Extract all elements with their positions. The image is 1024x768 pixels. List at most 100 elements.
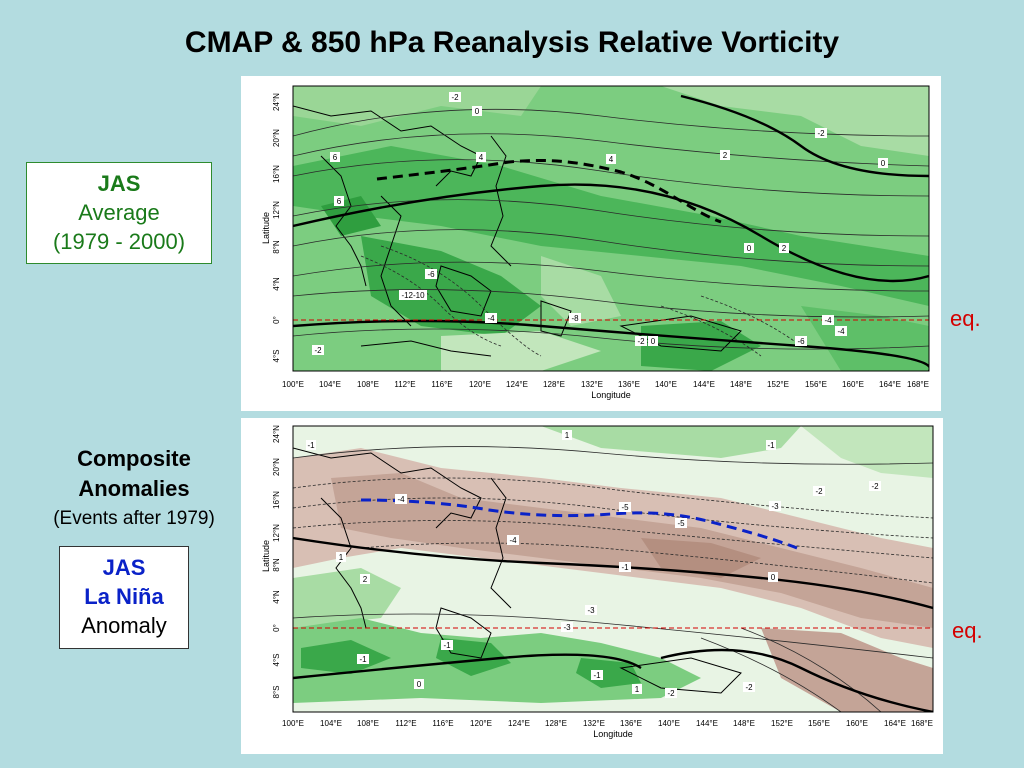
lon-tick: 164°E [879, 380, 901, 389]
lon-tick: 108°E [357, 719, 379, 728]
y-axis-title: Latitude [261, 540, 271, 572]
contour-label: -3 [563, 623, 571, 632]
y-axis-title: Latitude [261, 212, 271, 244]
equator-label-bottom: eq. [952, 618, 983, 643]
contour-label: -1 [621, 563, 629, 572]
contour-label: -3 [771, 502, 779, 511]
contour-label: -4 [824, 316, 832, 325]
contour-label: 6 [337, 197, 342, 206]
lon-tick: 140°E [658, 719, 680, 728]
contour-label: 2 [782, 244, 787, 253]
map-frame [292, 425, 934, 713]
contour-label: 0 [881, 159, 886, 168]
lon-tick: 120°E [469, 380, 491, 389]
composite-line: Composite [77, 446, 191, 471]
lon-tick: 128°E [543, 380, 565, 389]
lon-tick: 144°E [696, 719, 718, 728]
contour-label: -2 [451, 93, 459, 102]
lon-tick: 116°E [432, 719, 453, 728]
slide-title: CMAP & 850 hPa Reanalysis Relative Vorti… [184, 26, 840, 59]
contour-label: 2 [363, 575, 368, 584]
contour-label: -4 [509, 536, 517, 545]
lat-tick: 8°S [272, 686, 281, 699]
lanina-anomaly-map: -1 1 -1 -2 -2 -4 -5 -3 -5 -4 -1 1 2 0 -3… [241, 418, 943, 754]
contour-label: -1 [593, 671, 601, 680]
jas-lanina-label-box: JAS La Niña Anomaly [59, 546, 189, 649]
contour-label: 0 [771, 573, 776, 582]
lon-tick: 160°E [842, 380, 864, 389]
lat-tick: 24°N [272, 93, 281, 111]
lon-tick: 144°E [693, 380, 715, 389]
lon-tick: 160°E [846, 719, 868, 728]
lon-tick: 140°E [655, 380, 677, 389]
lon-tick: 116°E [431, 380, 452, 389]
lat-tick: 0° [272, 316, 281, 324]
lon-tick: 104°E [319, 380, 341, 389]
lat-tick-labels-bottom: 24°N 20°N 16°N 12°N 8°N 4°N 0° 4°S 8°S [272, 425, 281, 699]
contour-label: -2 [815, 487, 823, 496]
lat-tick: 8°N [272, 558, 281, 572]
x-axis-title: Longitude [591, 390, 631, 400]
lon-tick-labels-top: 100°E 104°E 108°E 112°E 116°E 120°E 124°… [282, 380, 929, 389]
contour-label: -4 [837, 327, 845, 336]
lon-tick: 136°E [618, 380, 640, 389]
contour-label: -5 [677, 519, 685, 528]
lon-tick: 164°E [884, 719, 906, 728]
lon-tick: 152°E [767, 380, 789, 389]
lon-tick: 156°E [805, 380, 827, 389]
jas-label: JAS [97, 171, 141, 196]
contour-label: -1 [307, 441, 315, 450]
events-line: (Events after 1979) [53, 508, 215, 529]
contour-label: -4 [487, 314, 495, 323]
contour-label: -5 [621, 503, 629, 512]
contour-label: -2 [637, 337, 645, 346]
lon-tick: 152°E [771, 719, 793, 728]
contour-label: -2 [314, 346, 322, 355]
lon-tick: 148°E [733, 719, 755, 728]
lat-tick: 16°N [272, 491, 281, 509]
contour-label: -1 [359, 655, 367, 664]
lon-tick: 132°E [583, 719, 605, 728]
contour-label: -8 [571, 314, 579, 323]
contour-label: 1 [339, 553, 344, 562]
contour-labels-bottom: -1 1 -1 -2 -2 -4 -5 -3 -5 -4 -1 1 2 0 -3… [306, 430, 881, 698]
lat-tick: 12°N [272, 201, 281, 219]
lat-tick: 12°N [272, 524, 281, 542]
contour-labels-top: -2 0 6 4 4 2 -2 0 6 0 2 -6 -12-10 -4 -8 … [312, 92, 888, 355]
lon-tick: 156°E [808, 719, 830, 728]
lanina-label: La Niña [84, 584, 164, 609]
contour-label: 2 [723, 151, 728, 160]
lat-tick: 4°N [272, 277, 281, 291]
contour-label: -2 [745, 683, 753, 692]
lat-tick: 4°S [272, 350, 281, 363]
contour-label: 0 [651, 337, 656, 346]
lanina-trough-line [360, 498, 798, 550]
lon-tick: 148°E [730, 380, 752, 389]
lon-tick: 108°E [357, 380, 379, 389]
composite-anomalies-label: Composite Anomalies (Events after 1979) [34, 444, 234, 534]
lat-tick: 24°N [272, 425, 281, 443]
period-label: (1979 - 2000) [52, 229, 186, 254]
lon-tick: 168°E [907, 380, 929, 389]
contour-label: -4 [397, 495, 405, 504]
lat-tick-labels-top: 24°N 20°N 16°N 12°N 8°N 4°N 0° 4°S [272, 93, 281, 363]
average-label: Average [78, 200, 160, 225]
x-axis-title: Longitude [593, 729, 633, 739]
lat-tick: 4°N [272, 590, 281, 604]
contour-label: -1 [767, 441, 775, 450]
contour-label: 0 [475, 107, 480, 116]
map-frame [292, 85, 930, 372]
jas-average-label-box: JAS Average (1979 - 2000) [26, 162, 212, 264]
contour-label: -6 [427, 270, 435, 279]
average-vorticity-map: -2 0 6 4 4 2 -2 0 6 0 2 -6 -12-10 -4 -8 … [241, 76, 941, 411]
contour-label: 4 [609, 155, 614, 164]
lat-tick: 8°N [272, 240, 281, 254]
lon-tick: 112°E [394, 380, 415, 389]
anomaly-label: Anomaly [81, 613, 167, 638]
lat-tick: 16°N [272, 165, 281, 183]
lon-tick-labels-bottom: 100°E 104°E 108°E 112°E 116°E 120°E 124°… [282, 719, 933, 728]
lon-tick: 136°E [620, 719, 642, 728]
contour-label: -1 [443, 641, 451, 650]
contour-label: 0 [747, 244, 752, 253]
contour-label: -2 [667, 689, 675, 698]
